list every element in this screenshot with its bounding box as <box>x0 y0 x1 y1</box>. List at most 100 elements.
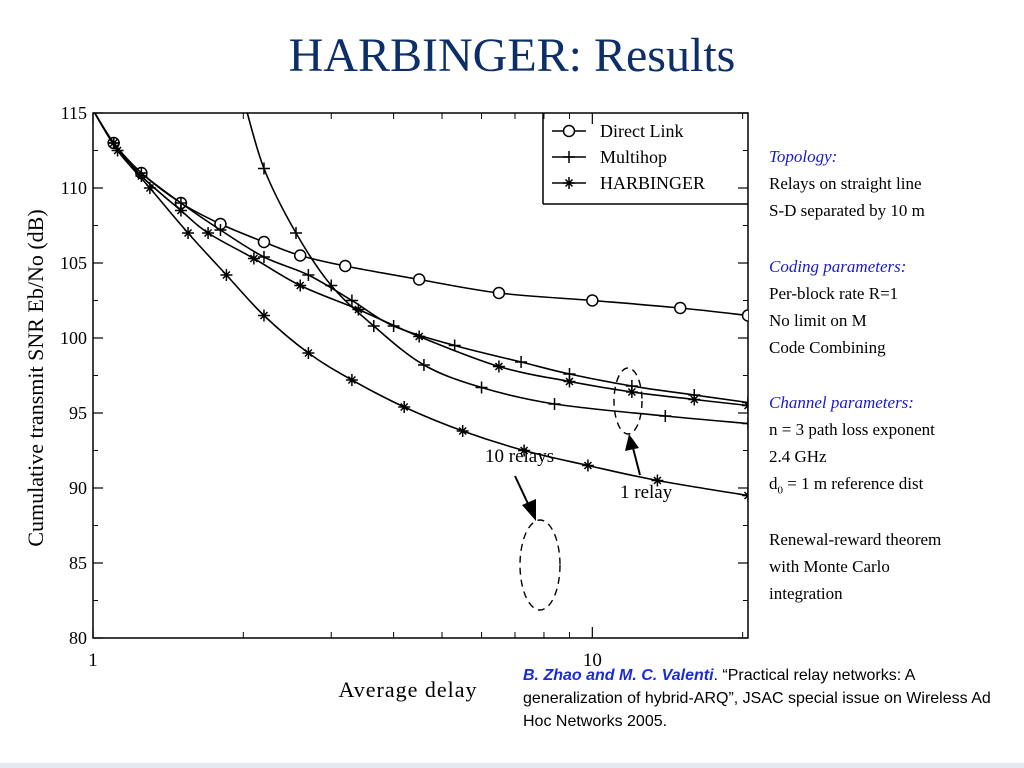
circle-marker <box>257 235 271 249</box>
series-harbinger <box>93 113 748 502</box>
plus-marker <box>448 339 461 352</box>
star-marker <box>651 474 664 487</box>
star-marker <box>257 309 270 322</box>
y-tick-label: 95 <box>69 403 87 423</box>
topology-line: Relays on straight line <box>769 174 922 193</box>
channel-line: d0 = 1 m reference dist <box>769 470 935 504</box>
channel-block: Channel parameters: n = 3 path loss expo… <box>769 389 935 504</box>
star-marker <box>456 425 469 437</box>
renewal-block: Renewal-reward theorem with Monte Carlo … <box>769 526 941 607</box>
series-line <box>93 113 748 407</box>
circle-marker <box>338 259 352 273</box>
star-marker <box>581 459 594 472</box>
coding-line: Code Combining <box>769 338 886 357</box>
plus-marker <box>417 359 430 371</box>
annotation-10-relays: 10 relays <box>485 446 554 467</box>
legend-label: Multihop <box>600 147 667 167</box>
y-axis-label: Cumulative transmit SNR Eb/No (dB) <box>23 209 48 546</box>
y-tick-label: 90 <box>69 478 87 498</box>
topology-line: S-D separated by 10 m <box>769 201 925 220</box>
one-relay-arrowhead <box>625 434 639 451</box>
circle-marker <box>562 124 576 138</box>
star-marker <box>563 375 576 388</box>
plus-marker <box>563 151 575 163</box>
star-marker <box>111 144 124 157</box>
series-harbinger <box>93 113 748 412</box>
legend-label: Direct Link <box>600 121 683 141</box>
one-relay-arrow <box>632 447 641 476</box>
topology-header: Topology: <box>769 147 838 166</box>
bottom-rule <box>0 763 1024 768</box>
y-tick-label: 85 <box>69 553 87 573</box>
circle-marker <box>293 249 307 262</box>
distance-symbol: d <box>769 474 778 493</box>
citation-authors: B. Zhao and M. C. Valenti <box>523 667 714 684</box>
y-tick-label: 80 <box>69 628 87 648</box>
slide-title: HARBINGER: Results <box>288 29 736 82</box>
star-marker <box>174 204 187 217</box>
plus-marker <box>345 294 358 307</box>
circle-marker <box>492 286 506 300</box>
coding-line: Per-block rate R=1 <box>769 284 899 303</box>
plus-marker <box>214 224 227 236</box>
series-multihop <box>93 113 748 409</box>
circle-marker <box>674 301 687 315</box>
star-marker <box>107 137 120 149</box>
star-marker <box>413 330 426 343</box>
plus-marker <box>325 279 338 292</box>
star-marker <box>563 177 575 189</box>
results-chart: Average delay Cumulative transmit SNR Eb/… <box>23 103 749 702</box>
plus-marker <box>257 251 270 263</box>
coding-header: Coding parameters: <box>769 257 907 276</box>
channel-header: Channel parameters: <box>769 393 914 412</box>
star-marker <box>492 360 505 373</box>
y-tick-label: 100 <box>60 328 87 348</box>
star-marker <box>182 227 195 239</box>
x-tick-label: 10 <box>583 650 602 671</box>
star-marker <box>625 386 638 398</box>
plus-marker <box>515 356 528 368</box>
star-marker <box>135 170 148 182</box>
plus-marker <box>367 320 380 332</box>
star-marker <box>247 252 260 265</box>
topology-block: Topology: Relays on straight line S-D se… <box>769 143 925 224</box>
legend-label: HARBINGER <box>600 173 705 193</box>
channel-line: n = 3 path loss exponent <box>769 420 935 439</box>
plus-marker <box>302 269 315 281</box>
channel-line: 2.4 GHz <box>769 447 827 466</box>
y-tick-label: 105 <box>60 253 87 273</box>
ten-relays-ellipse <box>519 519 561 611</box>
distance-text: = 1 m reference dist <box>783 474 924 493</box>
plus-marker <box>257 162 270 175</box>
star-marker <box>345 374 358 386</box>
star-marker <box>352 303 365 316</box>
series-line <box>246 113 748 425</box>
star-marker <box>398 401 411 413</box>
distance-subscript: 0 <box>777 484 784 497</box>
plus-marker <box>548 398 561 410</box>
star-marker <box>143 182 156 194</box>
citation-text: . “Practical relay networks: A generaliz… <box>523 667 991 730</box>
plus-marker <box>289 227 302 239</box>
citation: B. Zhao and M. C. Valenti. “Practical re… <box>523 664 1018 733</box>
ten-relays-arrowhead <box>522 499 536 521</box>
star-marker <box>202 227 215 239</box>
y-tick-label: 115 <box>61 103 87 123</box>
star-marker <box>294 279 307 292</box>
circle-marker <box>412 273 426 286</box>
star-marker <box>742 489 748 502</box>
coding-block: Coding parameters: Per-block rate R=1 No… <box>769 253 906 361</box>
plus-marker <box>742 417 748 430</box>
series-direct-link <box>93 113 748 322</box>
one-relay-ellipse <box>613 367 643 435</box>
y-tick-label: 110 <box>61 178 87 198</box>
circle-marker <box>741 309 748 322</box>
circle-marker <box>586 294 599 307</box>
star-marker <box>688 393 701 406</box>
renewal-line: Renewal-reward theorem <box>769 530 942 549</box>
star-marker <box>220 269 233 281</box>
renewal-line: with Monte Carlo <box>769 557 890 576</box>
plus-marker <box>475 381 488 394</box>
plus-marker <box>659 410 672 422</box>
star-marker <box>518 444 531 457</box>
